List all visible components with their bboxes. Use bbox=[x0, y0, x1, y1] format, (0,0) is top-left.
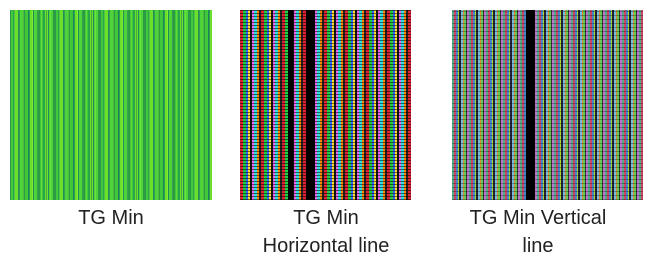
caption-line: TG Min bbox=[226, 204, 426, 232]
caption-line: line bbox=[438, 232, 638, 260]
caption: TG Min Horizontal line bbox=[226, 204, 426, 260]
texture-image bbox=[10, 10, 212, 200]
page: TG Min TG Min Horizontal line TG Min Ver… bbox=[0, 0, 649, 254]
texture-image bbox=[240, 10, 411, 200]
caption: TG Min bbox=[10, 204, 212, 232]
caption-line: TG Min bbox=[10, 204, 212, 232]
texture-image bbox=[452, 10, 643, 200]
caption-line: TG Min Vertical bbox=[438, 204, 638, 232]
caption-line: Horizontal line bbox=[226, 232, 426, 260]
caption: TG Min Vertical line bbox=[438, 204, 638, 260]
